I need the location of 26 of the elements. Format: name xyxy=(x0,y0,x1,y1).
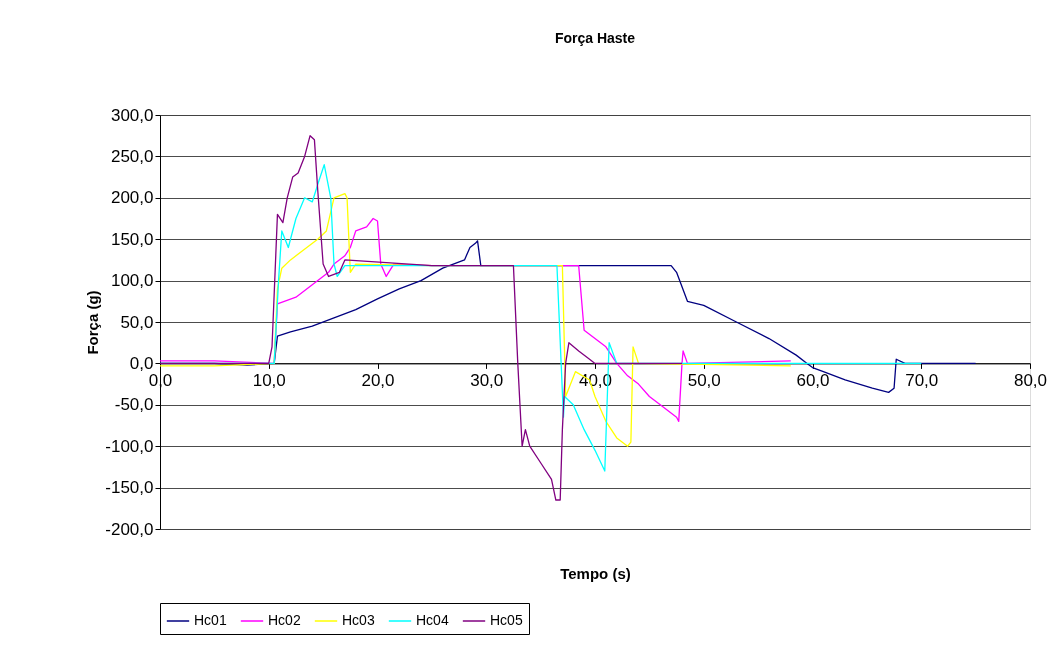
y-axis-title: Força (g) xyxy=(84,290,102,355)
x-tick-label: 60,0 xyxy=(796,370,830,390)
chart-title: Força Haste xyxy=(554,30,636,46)
x-tick-label: 50,0 xyxy=(687,370,721,390)
x-axis-title: Tempo (s) xyxy=(560,564,631,582)
legend-label: Hc05 xyxy=(490,612,523,628)
x-tick-label: 20,0 xyxy=(361,370,395,390)
legend-label: Hc03 xyxy=(342,612,375,628)
y-tick-label: 200,0 xyxy=(110,188,154,208)
legend-label: Hc04 xyxy=(416,612,449,628)
y-tick-label: 150,0 xyxy=(110,229,154,249)
x-tick-label: 30,0 xyxy=(470,370,504,390)
legend-label: Hc01 xyxy=(194,612,227,628)
x-tick-label: 10,0 xyxy=(252,370,286,390)
y-tick-label: 100,0 xyxy=(110,271,154,291)
y-tick-label: -50,0 xyxy=(114,395,154,415)
y-tick-label: -100,0 xyxy=(105,436,154,456)
y-tick-label: 300,0 xyxy=(110,105,154,125)
y-tick-label: 50,0 xyxy=(120,312,154,332)
legend-label: Hc02 xyxy=(268,612,301,628)
y-tick-label: -200,0 xyxy=(105,519,154,539)
x-tick-label: 70,0 xyxy=(905,370,939,390)
y-tick-label: 0,0 xyxy=(129,353,154,373)
y-tick-label: -150,0 xyxy=(105,478,154,498)
x-tick-label: 80,0 xyxy=(1013,370,1048,390)
y-tick-label: 250,0 xyxy=(110,146,154,166)
